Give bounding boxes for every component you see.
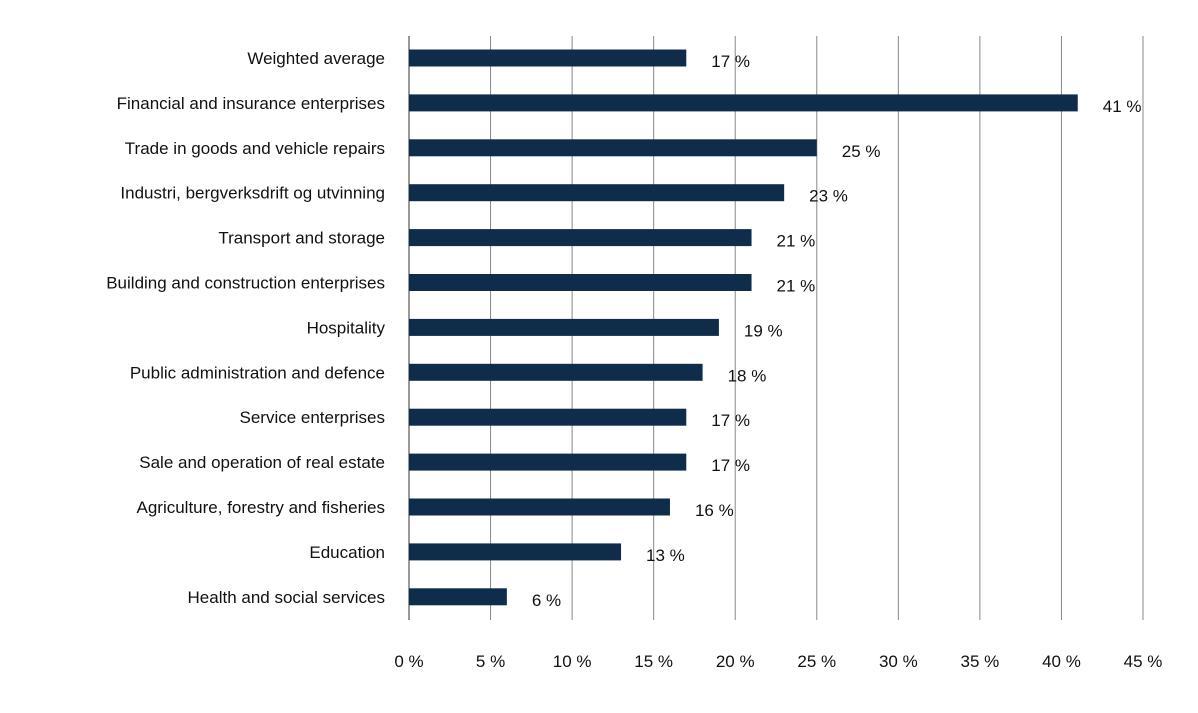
category-label: Industri, bergverksdrift og utvinning <box>120 184 385 203</box>
category-label: Public administration and defence <box>130 363 385 382</box>
bar <box>409 274 752 291</box>
x-tick-label: 10 % <box>553 652 592 671</box>
bar <box>409 498 670 516</box>
x-tick-label: 5 % <box>476 652 505 671</box>
data-label: 18 % <box>728 366 767 385</box>
x-tick-label: 25 % <box>797 652 836 671</box>
category-label: Transport and storage <box>218 229 385 248</box>
category-label: Education <box>309 543 385 562</box>
category-label: Health and social services <box>188 588 385 607</box>
data-label: 17 % <box>711 456 750 475</box>
data-label: 41 % <box>1103 97 1142 116</box>
bar <box>409 139 817 157</box>
data-label: 6 % <box>532 591 561 610</box>
bar <box>409 408 687 426</box>
data-label: 25 % <box>842 142 881 161</box>
bar <box>409 543 622 561</box>
x-tick-label: 40 % <box>1042 652 1081 671</box>
x-tick-label: 35 % <box>961 652 1000 671</box>
data-label: 23 % <box>809 187 848 206</box>
data-label: 13 % <box>646 546 685 565</box>
bar <box>409 94 1078 112</box>
category-label: Hospitality <box>307 318 386 337</box>
data-label: 17 % <box>711 52 750 71</box>
category-label: Weighted average <box>247 49 385 68</box>
bar <box>409 229 752 247</box>
category-label: Sale and operation of real estate <box>139 453 385 472</box>
data-label: 17 % <box>711 411 750 430</box>
data-label: 21 % <box>777 277 816 296</box>
category-label: Trade in goods and vehicle repairs <box>125 139 385 158</box>
x-tick-label: 15 % <box>634 652 673 671</box>
category-label: Service enterprises <box>239 408 385 427</box>
x-tick-label: 30 % <box>879 652 918 671</box>
bar <box>409 49 687 67</box>
x-tick-label: 20 % <box>716 652 755 671</box>
data-label: 21 % <box>777 232 816 251</box>
x-tick-label: 45 % <box>1124 652 1163 671</box>
data-label: 16 % <box>695 501 734 520</box>
bar <box>409 318 719 336</box>
bar <box>409 453 687 471</box>
data-label: 19 % <box>744 321 783 340</box>
bar <box>409 588 507 606</box>
bar <box>409 184 785 202</box>
category-label: Financial and insurance enterprises <box>117 94 385 113</box>
category-label: Building and construction enterprises <box>106 274 385 293</box>
category-label: Agriculture, forestry and fisheries <box>137 498 386 517</box>
x-tick-label: 0 % <box>394 652 423 671</box>
bar <box>409 363 703 381</box>
